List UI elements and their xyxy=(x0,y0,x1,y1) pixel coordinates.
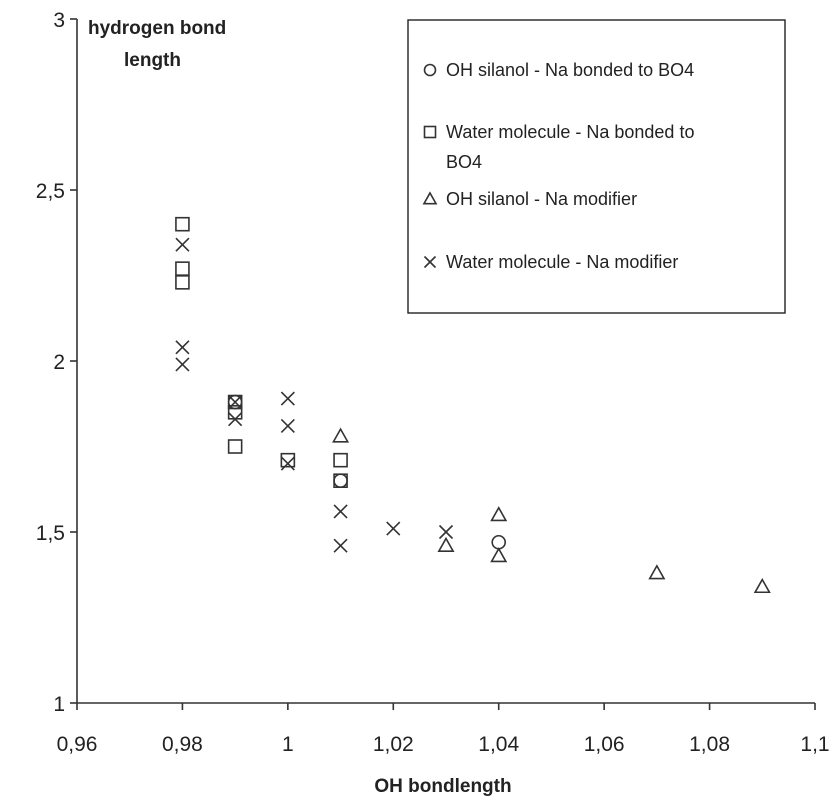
x-data-point xyxy=(175,340,190,355)
series-x xyxy=(175,237,454,553)
x-tick-label: 0,98 xyxy=(162,733,203,756)
triangle-data-point xyxy=(490,506,508,522)
series-square xyxy=(175,216,348,489)
x-tick-label: 1,1 xyxy=(800,733,829,756)
legend-entry-label: Water molecule - Na modifier xyxy=(446,252,678,272)
square-data-point xyxy=(333,452,348,468)
x-data-point xyxy=(280,391,295,406)
series-triangle xyxy=(332,427,771,594)
square-data-point xyxy=(280,452,296,468)
triangle-data-point xyxy=(437,536,455,553)
triangle-data-point xyxy=(332,427,350,443)
circle-data-point xyxy=(333,473,348,489)
legend-entry-label: Water molecule - Na bonded to xyxy=(446,122,694,142)
legend-circle-icon xyxy=(423,63,437,77)
y-tick-label: 3 xyxy=(53,9,65,32)
square-data-point xyxy=(227,439,243,454)
legend-entry-label: OH silanol - Na bonded to BO4 xyxy=(446,60,694,80)
x-data-point xyxy=(175,357,190,372)
y-tick-label: 2,5 xyxy=(36,180,65,203)
legend-entry-label: OH silanol - Na modifier xyxy=(446,189,637,209)
x-tick-label: 1 xyxy=(282,733,294,756)
x-data-point xyxy=(228,412,243,427)
x-data-point xyxy=(438,524,454,540)
data-points xyxy=(175,216,771,594)
square-data-point xyxy=(227,394,243,410)
square-data-point xyxy=(175,275,190,290)
legend: OH silanol - Na bonded to BO4 Water molec… xyxy=(407,19,786,314)
legend-x-icon xyxy=(423,255,437,269)
series-circle xyxy=(227,394,507,550)
ticks xyxy=(70,18,816,710)
y-tick-label: 1,5 xyxy=(36,522,65,545)
x-axis-title: OH bondlength xyxy=(374,776,511,797)
x-data-point xyxy=(386,521,401,536)
triangle-data-point xyxy=(648,564,666,580)
x-data-point xyxy=(333,538,348,553)
x-data-point xyxy=(333,504,348,519)
triangle-data-point xyxy=(753,577,771,594)
y-tick-label: 2 xyxy=(53,351,65,374)
square-data-point xyxy=(175,261,190,276)
x-data-point xyxy=(228,394,243,410)
triangle-data-point xyxy=(490,547,508,563)
x-data-point xyxy=(175,237,190,252)
x-tick-label: 1,02 xyxy=(373,733,414,756)
y-axis-title-line-1: hydrogen bond xyxy=(88,18,226,39)
square-data-point xyxy=(333,473,348,489)
square-data-point xyxy=(175,216,190,232)
y-tick-label: 1 xyxy=(53,693,65,716)
legend-square-icon xyxy=(423,125,437,139)
x-tick-label: 1,08 xyxy=(689,733,730,756)
legend-entry-label: BO4 xyxy=(446,152,482,172)
x-tick-label: 1,04 xyxy=(478,733,519,756)
legend-box xyxy=(407,19,786,314)
y-axis-title-line-2: length xyxy=(124,50,181,71)
tick-labels: 0,96 0,98 1 1,02 1,04 1,06 1,08 1,1 1 1,5 2 2,5 3 xyxy=(36,9,830,756)
x-data-point xyxy=(280,418,295,434)
legend-triangle-icon xyxy=(422,191,438,205)
x-tick-label: 1,06 xyxy=(584,733,625,756)
x-tick-label: 0,96 xyxy=(57,733,98,756)
x-data-point xyxy=(280,456,295,471)
circle-data-point xyxy=(491,534,507,550)
